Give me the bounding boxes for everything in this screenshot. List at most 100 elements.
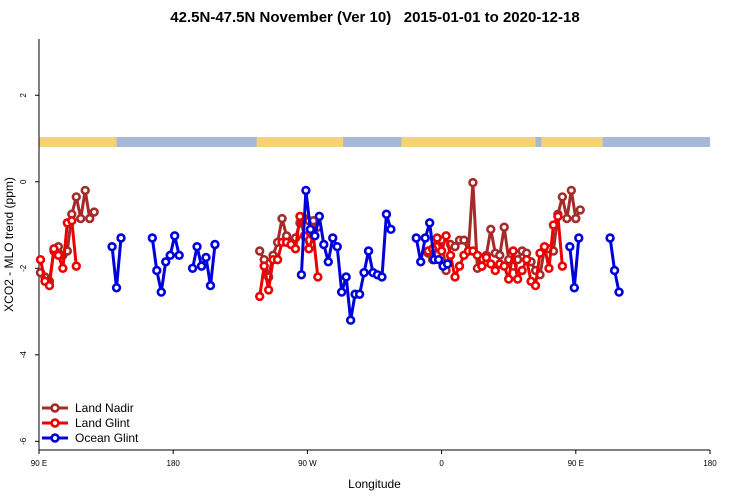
series-ocean-glint	[107, 185, 624, 325]
data-point	[354, 289, 365, 299]
data-point	[499, 261, 509, 271]
data-point	[468, 177, 478, 188]
data-point	[290, 244, 301, 254]
legend-label: Land Glint	[75, 416, 130, 430]
data-point	[201, 252, 211, 263]
data-point	[420, 233, 430, 243]
data-point	[107, 241, 117, 252]
series-layer	[35, 177, 624, 325]
land-band	[39, 137, 117, 147]
data-point	[277, 213, 287, 224]
legend-swatch-marker	[50, 433, 60, 443]
data-point	[521, 254, 532, 265]
data-point	[544, 263, 554, 273]
data-point	[71, 192, 81, 202]
legend-item-land-nadir: Land Nadir	[42, 401, 134, 415]
data-point	[565, 241, 575, 252]
data-point	[477, 261, 487, 271]
data-point	[147, 233, 158, 243]
data-point	[259, 261, 269, 271]
data-point	[58, 263, 68, 273]
data-point	[512, 274, 523, 284]
data-point	[169, 231, 180, 241]
data-point	[454, 261, 465, 271]
data-point	[442, 259, 453, 269]
data-point	[450, 241, 460, 252]
x-tick-label: 90 E	[31, 459, 47, 468]
data-point	[67, 216, 77, 226]
data-point	[359, 267, 369, 278]
data-point	[386, 224, 396, 235]
data-point	[71, 261, 81, 271]
legend-item-ocean-glint: Ocean Glint	[42, 431, 139, 445]
x-axis: 90 E 180 90 W 0 90 E 180 Longitude	[31, 450, 717, 491]
data-point	[562, 213, 572, 224]
legend-label: Land Nadir	[75, 401, 134, 415]
data-point	[486, 224, 496, 235]
data-point	[535, 248, 545, 258]
data-point	[424, 218, 435, 228]
data-point	[566, 185, 577, 196]
data-point	[328, 233, 338, 243]
data-point	[548, 220, 559, 230]
data-point	[319, 239, 329, 250]
data-point	[381, 209, 392, 219]
data-point	[557, 261, 568, 271]
plot-frame	[38, 39, 710, 451]
data-point	[295, 211, 305, 222]
data-point	[165, 250, 175, 261]
data-point	[495, 250, 505, 261]
data-point	[53, 250, 64, 261]
data-point	[305, 224, 316, 235]
data-point	[363, 246, 374, 256]
y-tick-label: -2	[19, 264, 28, 272]
y-tick-label: -6	[19, 437, 28, 445]
data-point	[323, 257, 333, 267]
data-point	[314, 211, 325, 222]
data-point	[553, 211, 563, 222]
series-line	[608, 237, 621, 293]
data-point	[569, 283, 580, 293]
data-point	[575, 205, 585, 215]
data-point	[156, 287, 166, 297]
data-point	[432, 233, 442, 243]
data-point	[44, 280, 55, 291]
chart-title: 42.5N-47.5N November (Ver 10) 2015-01-01…	[170, 9, 580, 26]
data-point	[111, 283, 122, 293]
data-point	[336, 287, 347, 297]
legend-swatch-marker	[50, 403, 60, 413]
data-point	[76, 213, 86, 224]
y-tick-label: -4	[19, 351, 28, 359]
y-tick-label: 2	[19, 92, 28, 97]
data-point	[490, 265, 500, 276]
data-point	[296, 270, 307, 280]
x-tick-label: 0	[439, 459, 444, 468]
data-point	[210, 239, 220, 250]
y-axis-title: XCO2 - MLO trend (ppm)	[2, 177, 16, 312]
data-point	[345, 315, 356, 325]
x-tick-label: 90 E	[568, 459, 584, 468]
y-axis: 2 0 -2 -4 -6 XCO2 - MLO trend (ppm)	[2, 92, 39, 445]
data-point	[517, 265, 527, 276]
data-point	[571, 213, 581, 224]
y-tick-label: 0	[19, 179, 28, 184]
data-point	[377, 272, 387, 282]
data-point	[313, 272, 323, 282]
data-point	[187, 263, 198, 273]
data-point	[304, 244, 314, 254]
data-point	[332, 241, 342, 252]
data-point	[557, 192, 568, 202]
data-point	[411, 233, 421, 243]
data-point	[80, 185, 90, 196]
data-point	[472, 250, 483, 261]
legend-label: Ocean Glint	[75, 431, 139, 445]
data-point	[35, 254, 46, 265]
x-axis-title: Longitude	[348, 477, 401, 491]
data-point	[310, 231, 320, 241]
data-point	[530, 280, 541, 291]
data-point	[445, 250, 456, 261]
land-band	[256, 137, 344, 147]
x-tick-label: 180	[703, 459, 717, 468]
